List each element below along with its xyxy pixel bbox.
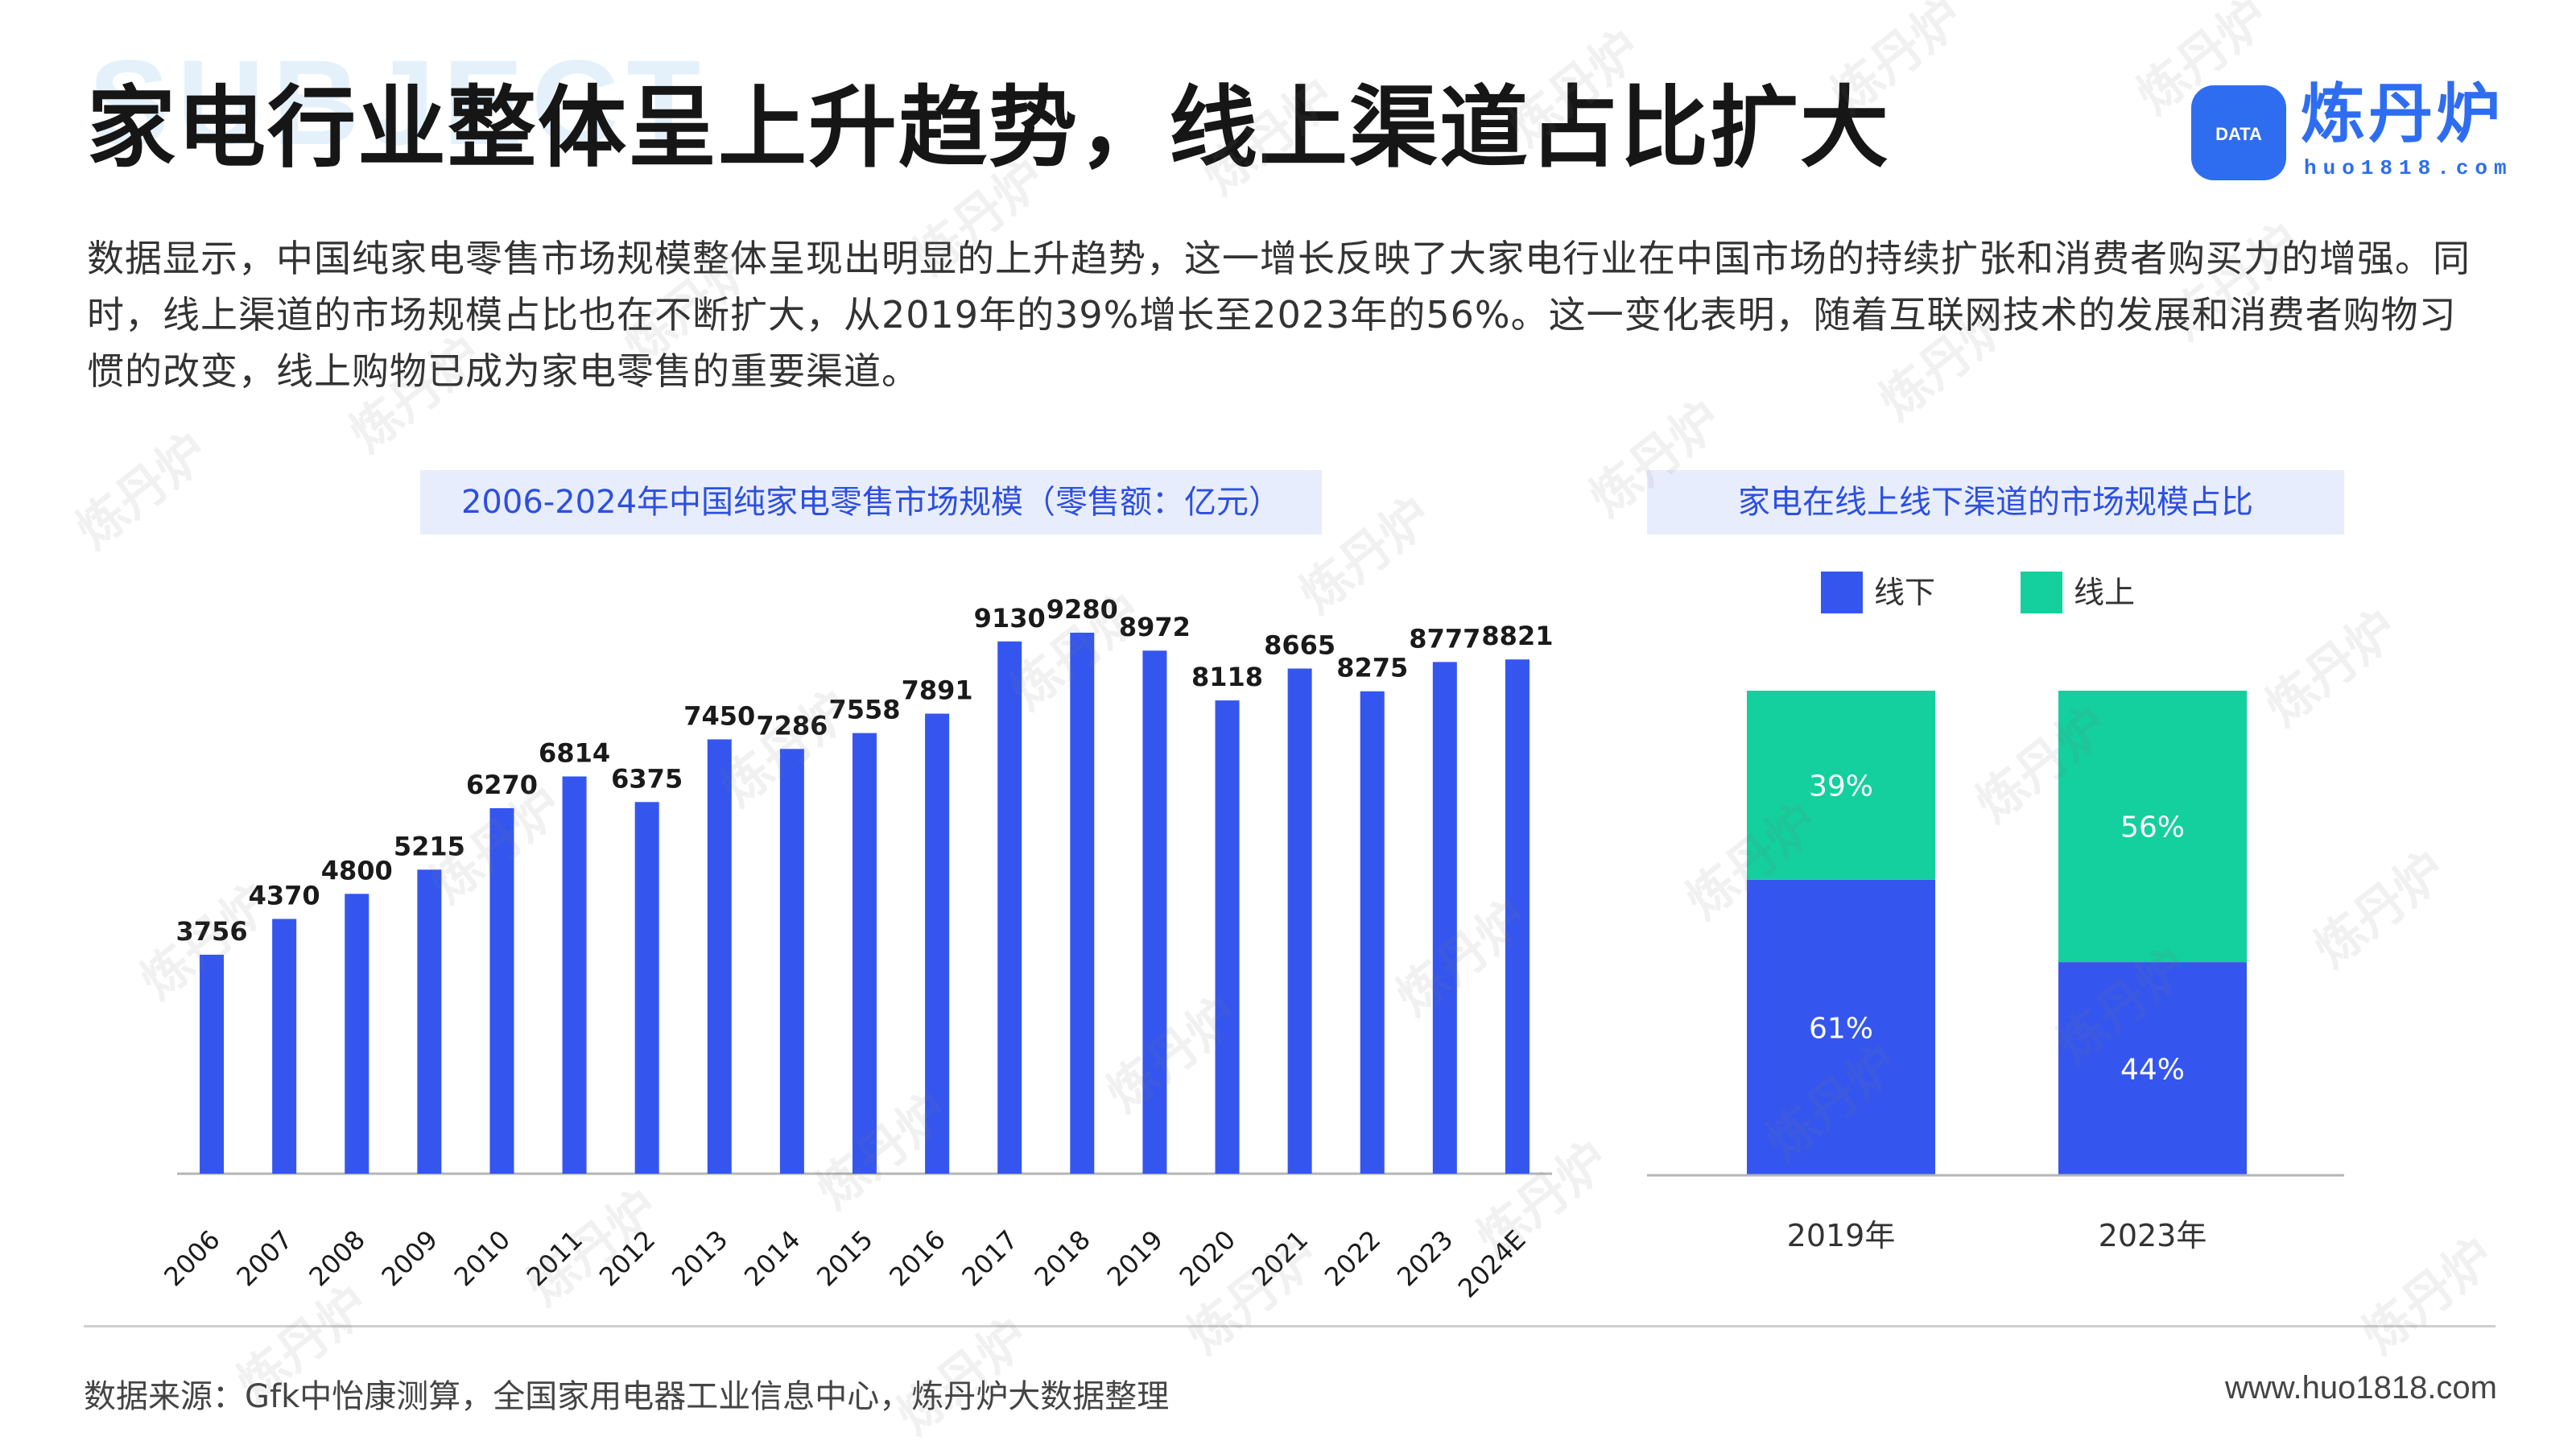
bar bbox=[634, 802, 659, 1174]
footer-divider bbox=[84, 1325, 2496, 1327]
bar bbox=[1360, 691, 1385, 1174]
bar-value-label: 4800 bbox=[321, 855, 393, 886]
bar-value-label: 6814 bbox=[539, 738, 610, 769]
bar-value-label: 7450 bbox=[683, 700, 755, 731]
bar bbox=[1432, 662, 1457, 1174]
bar-value-label: 4370 bbox=[249, 881, 320, 911]
bar-value-label: 8275 bbox=[1336, 653, 1408, 683]
bar bbox=[1287, 668, 1312, 1174]
x-category-label: 2019年 bbox=[1787, 1218, 1896, 1253]
stacked-segment bbox=[1747, 691, 1935, 880]
bar bbox=[1505, 659, 1530, 1174]
legend-swatch bbox=[2021, 572, 2062, 613]
bar-value-label: 8665 bbox=[1264, 630, 1335, 660]
stacked-segment bbox=[2058, 962, 2247, 1175]
bar-value-label: 7558 bbox=[828, 695, 900, 725]
logo-url: huo1818.com bbox=[2304, 156, 2513, 180]
bar-value-label: 3756 bbox=[176, 916, 248, 947]
bar bbox=[345, 894, 369, 1174]
logo-icon: DATA bbox=[2191, 85, 2286, 180]
bar bbox=[417, 869, 442, 1174]
data-source: 数据来源：Gfk中怡康测算，全国家用电器工业信息中心，炼丹炉大数据整理 bbox=[84, 1378, 1170, 1415]
bar bbox=[1070, 632, 1095, 1174]
segment-value-label: 44% bbox=[2120, 1054, 2185, 1087]
brand-logo: DATA 炼丹炉 huo1818.com bbox=[2191, 76, 2507, 182]
segment-value-label: 56% bbox=[2120, 811, 2185, 844]
x-category-label: 2023年 bbox=[2099, 1218, 2207, 1253]
bar bbox=[779, 749, 804, 1174]
bar bbox=[272, 919, 297, 1174]
bar-value-label: 8777 bbox=[1409, 623, 1480, 654]
segment-value-label: 39% bbox=[1809, 770, 1873, 803]
share-chart-title: 家电在线上线下渠道的市场规模占比 bbox=[1647, 470, 2344, 535]
stacked-segment bbox=[1747, 879, 1935, 1175]
bar-value-label: 7286 bbox=[756, 710, 828, 741]
bar bbox=[852, 733, 877, 1174]
bar bbox=[1215, 700, 1240, 1174]
bar-value-label: 5215 bbox=[394, 831, 465, 861]
bar-value-label: 6270 bbox=[466, 770, 538, 800]
website-link[interactable]: www.huo1818.com bbox=[2225, 1370, 2497, 1406]
bar-value-label: 8972 bbox=[1119, 612, 1191, 642]
bar-value-label: 8821 bbox=[1481, 621, 1553, 651]
legend-label: 线上 bbox=[2074, 575, 2135, 610]
logo-name: 炼丹炉 bbox=[2301, 76, 2504, 151]
bar-value-label: 6375 bbox=[611, 763, 683, 794]
bar bbox=[489, 807, 514, 1174]
bar bbox=[997, 641, 1022, 1174]
page-title: 家电行业整体呈上升趋势，线上渠道占比扩大 bbox=[87, 76, 1890, 180]
bar bbox=[1142, 650, 1167, 1174]
legend-label: 线下 bbox=[1874, 575, 1935, 610]
legend-swatch bbox=[1821, 572, 1863, 613]
bar-value-label: 7891 bbox=[902, 675, 973, 706]
bar bbox=[925, 713, 950, 1174]
stacked-segment bbox=[2058, 691, 2247, 963]
bar bbox=[707, 739, 732, 1174]
bar-value-label: 9280 bbox=[1046, 594, 1118, 625]
description-paragraph: 数据显示，中国纯家电零售市场规模整体呈现出明显的上升趋势，这一增长反映了大家电行… bbox=[87, 237, 2471, 393]
bar-chart-title: 2006-2024年中国纯家电零售市场规模（零售额：亿元） bbox=[420, 470, 1322, 535]
background-word: SUBJECT bbox=[89, 35, 709, 170]
bar bbox=[562, 776, 587, 1174]
segment-value-label: 61% bbox=[1809, 1012, 1873, 1045]
bar-value-label: 8118 bbox=[1191, 662, 1263, 692]
bar-value-label: 9130 bbox=[974, 603, 1046, 634]
logo-badge-text: DATA bbox=[2215, 124, 2262, 144]
bar bbox=[200, 954, 225, 1174]
